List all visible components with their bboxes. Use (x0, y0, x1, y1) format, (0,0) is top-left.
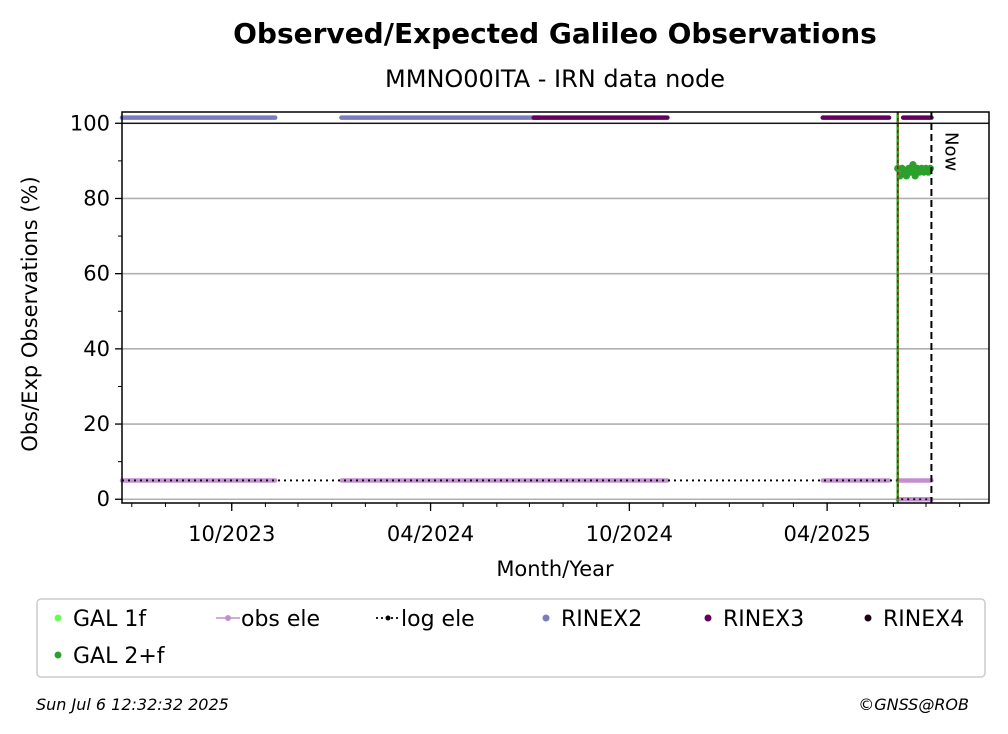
chart-title: Observed/Expected Galileo Observations (233, 17, 877, 50)
now-label: Now (940, 132, 961, 171)
y-tick-label: 0 (97, 487, 110, 511)
plot-area: Now (119, 112, 961, 503)
legend-label: RINEX4 (883, 607, 964, 632)
legend-marker (542, 614, 550, 622)
y-tick-label: 60 (83, 262, 110, 286)
x-tick-label: 04/2025 (783, 522, 870, 546)
series-line-gal-2f (896, 164, 932, 180)
footer-timestamp: Sun Jul 6 12:32:32 2025 (36, 695, 229, 714)
y-tick-label: 20 (83, 412, 110, 436)
footer-credit: ©GNSS@ROB (858, 695, 969, 714)
series-log-ele (122, 479, 932, 501)
legend-marker (225, 615, 231, 621)
legend-marker (385, 615, 391, 621)
y-tick-label: 40 (83, 337, 110, 361)
axes: 0 20 40 60 80 100 10/2023 04/2024 10/2024 04/2025 (70, 111, 990, 546)
x-tick-label: 04/2024 (387, 522, 474, 546)
x-axis-label: Month/Year (496, 557, 614, 581)
x-tick-label: 10/2023 (188, 522, 275, 546)
legend: GAL 1f obs ele log ele RINEX2 RINEX3 RINEX4 GA… (36, 598, 986, 678)
legend-label: obs ele (241, 607, 320, 632)
y-axis-label: Obs/Exp Observations (%) (18, 176, 42, 451)
legend-marker (704, 614, 712, 622)
legend-label: log ele (401, 607, 475, 632)
chart-subtitle: MMNO00ITA - IRN data node (385, 65, 725, 93)
x-tick-label: 10/2024 (586, 522, 673, 546)
y-tick-label: 100 (70, 111, 110, 135)
legend-label: GAL 1f (73, 607, 147, 632)
plot-frame (121, 111, 990, 504)
legend-label: RINEX3 (723, 607, 804, 632)
legend-marker (864, 614, 872, 622)
legend-box (36, 598, 986, 678)
grid-lines (122, 122, 989, 501)
legend-label: RINEX2 (561, 607, 642, 632)
legend-marker (54, 614, 62, 622)
legend-marker (54, 651, 62, 659)
y-tick-label: 80 (83, 186, 110, 210)
legend-label: GAL 2+f (73, 644, 166, 669)
